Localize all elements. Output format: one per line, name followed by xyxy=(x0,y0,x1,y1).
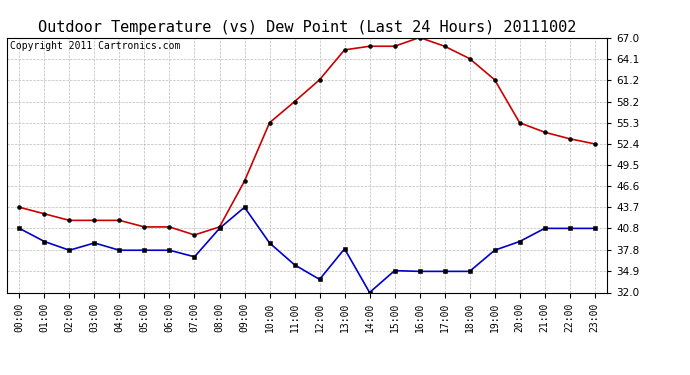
Text: Copyright 2011 Cartronics.com: Copyright 2011 Cartronics.com xyxy=(10,41,180,51)
Title: Outdoor Temperature (vs) Dew Point (Last 24 Hours) 20111002: Outdoor Temperature (vs) Dew Point (Last… xyxy=(38,20,576,35)
